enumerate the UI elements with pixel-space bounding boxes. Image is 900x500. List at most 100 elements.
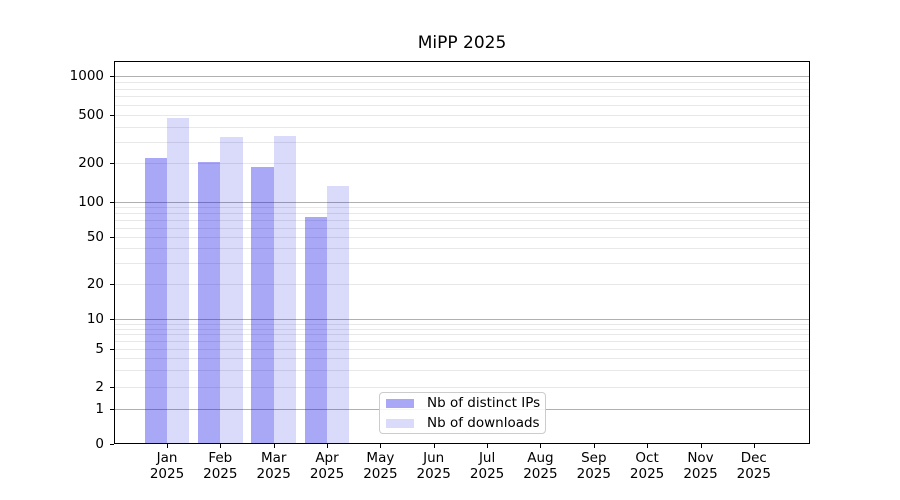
x-tick-label: Jun 2025 xyxy=(402,450,466,482)
minor-gridline xyxy=(114,358,810,360)
y-tick-label: 5 xyxy=(95,341,104,357)
minor-gridline xyxy=(114,207,810,209)
bar-distinct-ips xyxy=(197,161,221,444)
x-tick-label: Sep 2025 xyxy=(562,450,626,482)
chart-title: MiPP 2025 xyxy=(417,33,507,53)
y-tick xyxy=(110,319,114,320)
minor-gridline xyxy=(114,349,810,350)
bar-distinct-ips xyxy=(304,216,327,444)
x-tick xyxy=(487,444,489,448)
x-tick-label-year: 2025 xyxy=(256,466,291,482)
minor-gridline xyxy=(114,220,810,221)
x-tick xyxy=(593,444,595,448)
y-tick xyxy=(110,163,114,164)
legend-swatch-downloads xyxy=(386,418,414,428)
x-tick xyxy=(647,444,649,448)
minor-gridline xyxy=(114,88,810,90)
y-tick-label: 50 xyxy=(86,229,104,245)
x-tick-label-year: 2025 xyxy=(309,466,345,482)
minor-gridline xyxy=(114,115,810,116)
x-tick-label: Nov 2025 xyxy=(669,450,733,482)
x-tick-label: Jul 2025 xyxy=(455,450,519,482)
minor-gridline xyxy=(114,227,810,229)
y-tick-label: 100 xyxy=(78,194,104,210)
minor-gridline xyxy=(114,334,810,336)
minor-gridline xyxy=(114,163,810,164)
minor-gridline xyxy=(114,284,810,285)
x-tick xyxy=(753,444,755,448)
y-tick-label: 0 xyxy=(95,436,104,452)
y-tick-label: 1 xyxy=(95,401,104,417)
x-tick xyxy=(327,444,328,448)
y-tick xyxy=(110,237,114,238)
y-tick xyxy=(110,387,114,388)
minor-gridline xyxy=(114,323,810,325)
x-tick xyxy=(273,444,275,448)
plot-area xyxy=(114,61,810,444)
x-tick-label-year: 2025 xyxy=(523,466,558,482)
bar-downloads xyxy=(167,117,190,444)
minor-gridline xyxy=(114,328,810,330)
x-tick-label-year: 2025 xyxy=(203,466,238,482)
minor-gridline xyxy=(114,96,810,98)
legend-item: Nb of distinct IPs xyxy=(386,395,541,411)
x-tick-label-month: Oct xyxy=(635,450,659,466)
x-tick-label: Feb 2025 xyxy=(188,450,252,482)
x-tick-label-year: 2025 xyxy=(736,466,771,482)
x-tick-label-year: 2025 xyxy=(416,466,451,482)
minor-gridline xyxy=(114,213,810,215)
bar-downloads xyxy=(220,136,243,444)
major-gridline xyxy=(114,76,810,77)
x-tick xyxy=(700,444,702,448)
minor-gridline xyxy=(114,81,810,83)
bar-downloads xyxy=(327,186,350,444)
y-tick-label: 20 xyxy=(86,276,104,292)
x-tick xyxy=(433,444,435,448)
x-tick-label: Aug 2025 xyxy=(508,450,572,482)
x-tick xyxy=(167,444,168,448)
minor-gridline xyxy=(114,341,810,343)
minor-gridline xyxy=(114,248,810,250)
y-tick xyxy=(110,349,114,350)
x-tick-label-year: 2025 xyxy=(469,466,505,482)
minor-gridline xyxy=(114,387,810,388)
x-tick-label-month: Sep xyxy=(581,450,607,466)
x-tick-label-year: 2025 xyxy=(629,466,665,482)
y-tick-label: 200 xyxy=(78,155,104,171)
minor-gridline xyxy=(114,237,810,238)
y-tick-label: 1000 xyxy=(69,68,104,84)
x-tick-label-month: Apr xyxy=(315,450,339,466)
minor-gridline xyxy=(114,141,810,143)
legend: Nb of distinct IPs Nb of downloads xyxy=(379,392,546,434)
x-tick xyxy=(220,444,222,448)
x-tick-label-year: 2025 xyxy=(683,466,718,482)
x-tick xyxy=(540,444,542,448)
y-tick-label: 10 xyxy=(86,311,104,327)
x-tick-label-month: Jul xyxy=(478,450,496,466)
x-tick-label-month: Feb xyxy=(208,450,233,466)
y-tick-label: 2 xyxy=(95,379,104,395)
x-tick-label: Jan 2025 xyxy=(135,450,199,482)
x-tick-label-year: 2025 xyxy=(149,466,185,482)
y-tick-label: 500 xyxy=(78,107,104,123)
legend-label: Nb of distinct IPs xyxy=(427,395,541,411)
minor-gridline xyxy=(114,126,810,128)
y-tick xyxy=(110,284,114,285)
minor-gridline xyxy=(114,104,810,106)
y-tick xyxy=(110,76,114,77)
x-tick-label: Mar 2025 xyxy=(242,450,306,482)
x-tick-label: Apr 2025 xyxy=(295,450,359,482)
x-tick-label-month: Aug xyxy=(527,450,554,466)
x-tick-label-month: Nov xyxy=(687,450,714,466)
legend-swatch-distinct-ips xyxy=(386,398,414,408)
x-tick-label-month: Mar xyxy=(260,450,287,466)
x-tick-label-month: Jun xyxy=(423,450,445,466)
legend-item: Nb of downloads xyxy=(386,416,540,430)
x-tick-label: May 2025 xyxy=(348,450,412,482)
major-gridline xyxy=(114,319,810,320)
x-tick-label-year: 2025 xyxy=(363,466,398,482)
y-tick xyxy=(110,115,114,116)
bar-distinct-ips xyxy=(144,158,167,444)
y-tick xyxy=(110,409,114,410)
